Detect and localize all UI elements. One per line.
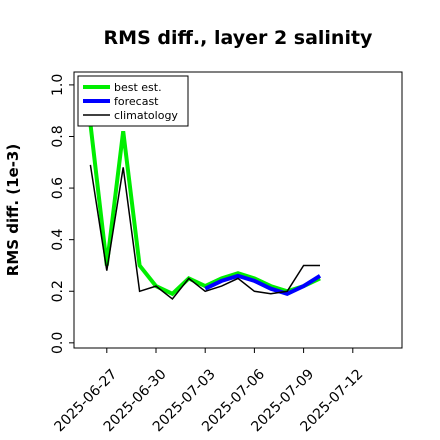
legend-label-forecast: forecast: [114, 95, 159, 108]
series-line-climatology: [89, 164, 320, 301]
y-tick-label: 1.0: [50, 74, 66, 96]
y-tick-label: 0.6: [50, 177, 66, 199]
legend-label-climatology: climatology: [114, 109, 178, 122]
y-axis-label: RMS diff. (1e-3): [4, 144, 22, 276]
series-line-forecast: [204, 273, 322, 296]
chart-title: RMS diff., layer 2 salinity: [104, 27, 374, 49]
series-line-best-est: [88, 123, 321, 297]
axis-ticks: 0.00.20.40.60.81.02025-06-272025-06-3020…: [50, 74, 366, 435]
y-tick-label: 0.0: [50, 332, 66, 354]
legend-label-best-est: best est.: [114, 81, 162, 94]
plot-frame: [73, 71, 403, 349]
y-tick-label: 0.2: [50, 280, 66, 302]
series-lines: [88, 123, 322, 301]
y-tick-label: 0.8: [50, 125, 66, 147]
y-tick-label: 0.4: [50, 228, 66, 250]
legend: best est. forecast climatology: [77, 75, 189, 127]
